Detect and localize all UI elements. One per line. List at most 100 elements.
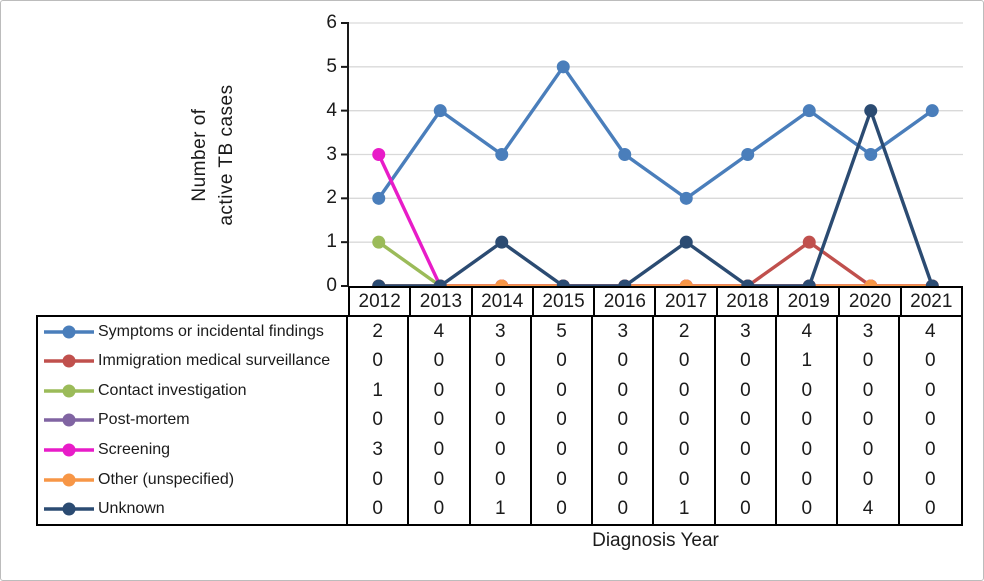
year-header-cell: 2014 (473, 288, 534, 315)
table-value-cell: 0 (838, 346, 900, 377)
table-value-cell: 0 (471, 405, 532, 436)
data-point (495, 235, 509, 249)
y-axis-title-line2: active TB cases (216, 84, 237, 226)
table-value-cell: 0 (409, 435, 471, 465)
table-value-cell: 0 (409, 464, 471, 495)
table-value-cell: 0 (348, 346, 410, 377)
data-point (495, 148, 509, 161)
table-value-cell: 0 (716, 376, 778, 406)
table-value-cell: 1 (471, 494, 532, 524)
legend-series-marker-icon (44, 443, 94, 457)
y-tick-label: 0 (326, 275, 337, 296)
legend-item: Screening (38, 435, 346, 465)
table-value-cell: 0 (471, 464, 532, 495)
y-tick-label: 2 (326, 187, 337, 209)
table-value-cell: 4 (925, 320, 936, 342)
year-header-cell: 2018 (718, 288, 780, 315)
legend-series-label: Screening (98, 441, 171, 459)
table-value-cell: 3 (716, 317, 778, 347)
table-value-cell: 0 (593, 405, 655, 436)
year-header-cell: 2021 (910, 290, 953, 312)
data-point (802, 235, 816, 249)
table-value-cell: 0 (716, 405, 778, 436)
table-value-cell: 0 (409, 405, 471, 436)
series-line (377, 65, 934, 201)
data-point (864, 279, 878, 287)
table-value-cell: 0 (716, 346, 778, 377)
data-point (556, 60, 570, 74)
year-header-cell: 2013 (411, 288, 473, 315)
table-value-cell: 1 (654, 494, 716, 524)
legend-item: Immigration medical surveillance (38, 347, 346, 377)
legend-item: Symptoms or incidental findings (38, 317, 346, 347)
y-tick-label: 6 (326, 12, 337, 33)
legend-series-marker-icon (44, 384, 94, 398)
table-value-cell: 0 (471, 376, 532, 406)
table-value-cell: 2 (654, 317, 716, 347)
table-value-cell: 0 (777, 376, 839, 406)
table-value-cell: 0 (654, 405, 716, 436)
table-value-cell: 1 (348, 376, 410, 406)
data-point (679, 235, 693, 249)
legend-series-marker-icon (44, 354, 94, 368)
legend-item: Other (unspecified) (38, 465, 346, 495)
table-value-cell: 5 (532, 317, 594, 347)
table-value-cell: 0 (471, 346, 532, 377)
table-value-cell: 0 (777, 435, 839, 465)
table-value-cell: 2 (348, 317, 410, 347)
year-header-cell: 2015 (534, 288, 596, 315)
data-point (864, 148, 878, 161)
table-value-cell: 0 (593, 494, 655, 524)
table-value-cell: 0 (838, 405, 900, 436)
legend-series-label: Contact investigation (98, 381, 247, 399)
legend-series-marker-icon (44, 502, 94, 516)
year-header-cell: 2019 (779, 288, 841, 315)
data-point (925, 279, 939, 287)
table-value-cell: 0 (593, 435, 655, 465)
data-point (433, 104, 447, 118)
data-point (679, 279, 693, 287)
table-value-cell: 3 (593, 317, 655, 347)
table-value-cell: 0 (593, 346, 655, 377)
table-value-cell: 0 (777, 494, 839, 524)
table-value-cell: 0 (716, 494, 778, 524)
y-axis-title-line1: Number of (189, 108, 211, 202)
table-value-cell: 4 (409, 317, 471, 347)
table-value-cell: 0 (838, 376, 900, 406)
table-value-cell: 0 (409, 376, 471, 406)
table-value-cell: 0 (716, 464, 778, 495)
legend-series-marker-icon (44, 473, 94, 487)
table-value-cell: 0 (925, 468, 936, 490)
x-axis-year-header-row: 2012 2013 2014 2015 2016 2017 2018 2019 2020 2021 (348, 286, 963, 317)
table-value-cell: 0 (777, 405, 839, 436)
table-value-cell: 0 (532, 494, 594, 524)
table-value-cell: 4 (777, 317, 839, 347)
data-point (802, 279, 816, 287)
legend-series-label: Unknown (98, 500, 165, 518)
data-point (618, 148, 632, 161)
data-point (618, 279, 632, 287)
series-line (378, 108, 934, 287)
table-value-cell: 0 (838, 464, 900, 495)
year-header-cell: 2016 (595, 288, 657, 315)
data-point (433, 279, 447, 287)
table-value-cell: 3 (348, 435, 410, 465)
data-point (925, 104, 939, 118)
legend-series-label: Post-mortem (98, 411, 190, 429)
table-value-cell: 0 (925, 409, 936, 431)
y-tick-label: 1 (326, 231, 337, 253)
data-point (802, 104, 816, 118)
table-value-cell: 0 (925, 498, 936, 520)
data-point (556, 279, 570, 287)
table-value-cell: 0 (593, 464, 655, 495)
table-value-cell: 0 (532, 405, 594, 436)
table-value-cell: 0 (532, 435, 594, 465)
table-value-cell: 0 (532, 376, 594, 406)
legend-series-marker-icon (44, 325, 94, 339)
year-header-cell: 2020 (840, 288, 902, 315)
data-point (372, 148, 386, 161)
table-value-cell: 0 (471, 435, 532, 465)
table-value-cell: 0 (593, 376, 655, 406)
